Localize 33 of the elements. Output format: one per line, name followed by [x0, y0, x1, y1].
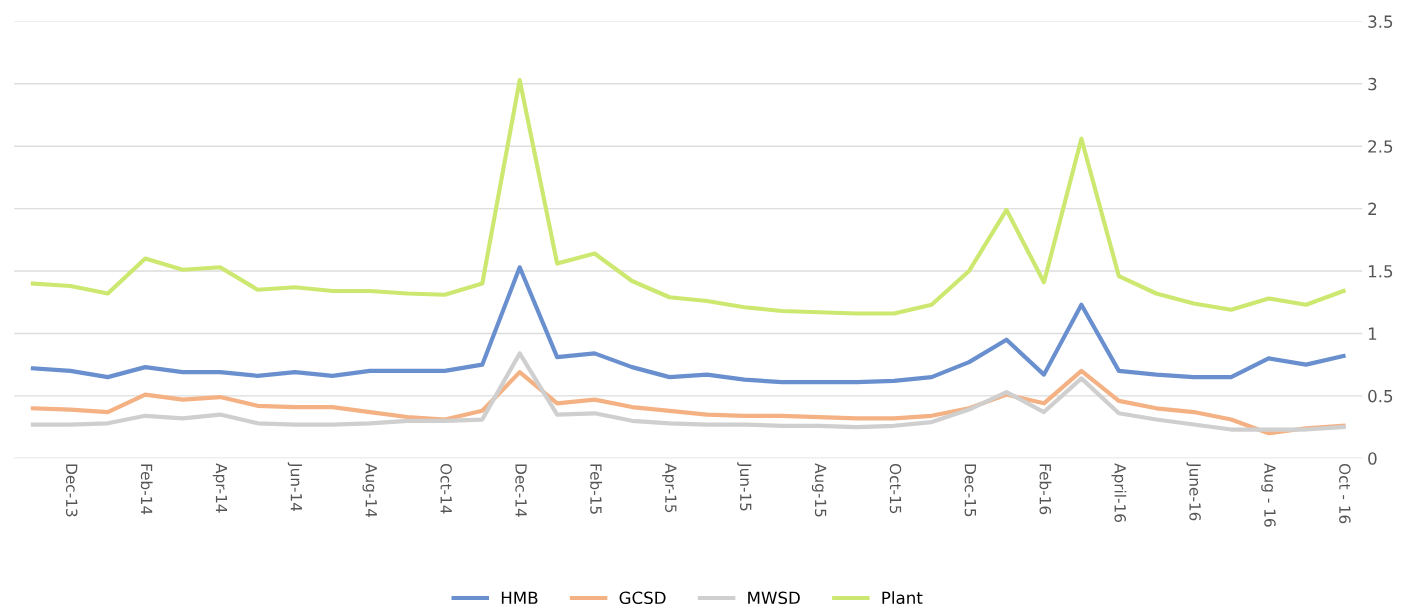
- x-tick-label: Oct-15: [889, 463, 902, 514]
- x-tick-label: Feb-16: [1039, 464, 1052, 515]
- x-tick-label: April-16: [1111, 463, 1127, 523]
- y-tick-label: 0.5: [1368, 389, 1393, 403]
- x-tick-label: Jun-15: [737, 462, 752, 511]
- legend-label: MWSD: [748, 591, 800, 605]
- legend-label: HMB: [501, 591, 538, 604]
- x-tick-label: June-16: [1186, 462, 1201, 521]
- x-tick-label: Aug - 16: [1261, 463, 1276, 527]
- legend-label: GCSD: [619, 591, 666, 605]
- y-tick-label: 3.5: [1368, 15, 1393, 28]
- x-tick-label: Feb-15: [590, 464, 602, 514]
- x-tick-label: Jun-14: [287, 462, 302, 512]
- line-series: [30, 77, 1346, 316]
- legend-label: Plant: [882, 591, 923, 605]
- y-tick-label: 1: [1368, 327, 1377, 340]
- x-tick-label: Oct-14: [440, 463, 452, 514]
- y-tick-label: 2.5: [1368, 140, 1393, 153]
- line-series: [30, 265, 1346, 385]
- x-tick-label: Oct - 16: [1339, 463, 1351, 524]
- x-tick-label: Dec-14: [515, 464, 527, 517]
- y-tick-label: 3: [1368, 77, 1377, 91]
- x-tick-label: Apr-15: [662, 463, 677, 513]
- x-tick-label: Apr-14: [212, 463, 228, 513]
- x-tick-label: Dec-15: [964, 464, 976, 517]
- x-tick-label: Feb-14: [140, 464, 153, 515]
- y-tick-label: 1.5: [1368, 265, 1393, 278]
- x-tick-label: Aug-14: [362, 463, 377, 518]
- y-tick-label: 2: [1368, 202, 1377, 215]
- line-series: [30, 351, 1346, 432]
- x-tick-label: Aug-15: [811, 463, 827, 517]
- y-tick-label: 0: [1368, 452, 1377, 465]
- x-tick-label: Dec-13: [65, 464, 78, 517]
